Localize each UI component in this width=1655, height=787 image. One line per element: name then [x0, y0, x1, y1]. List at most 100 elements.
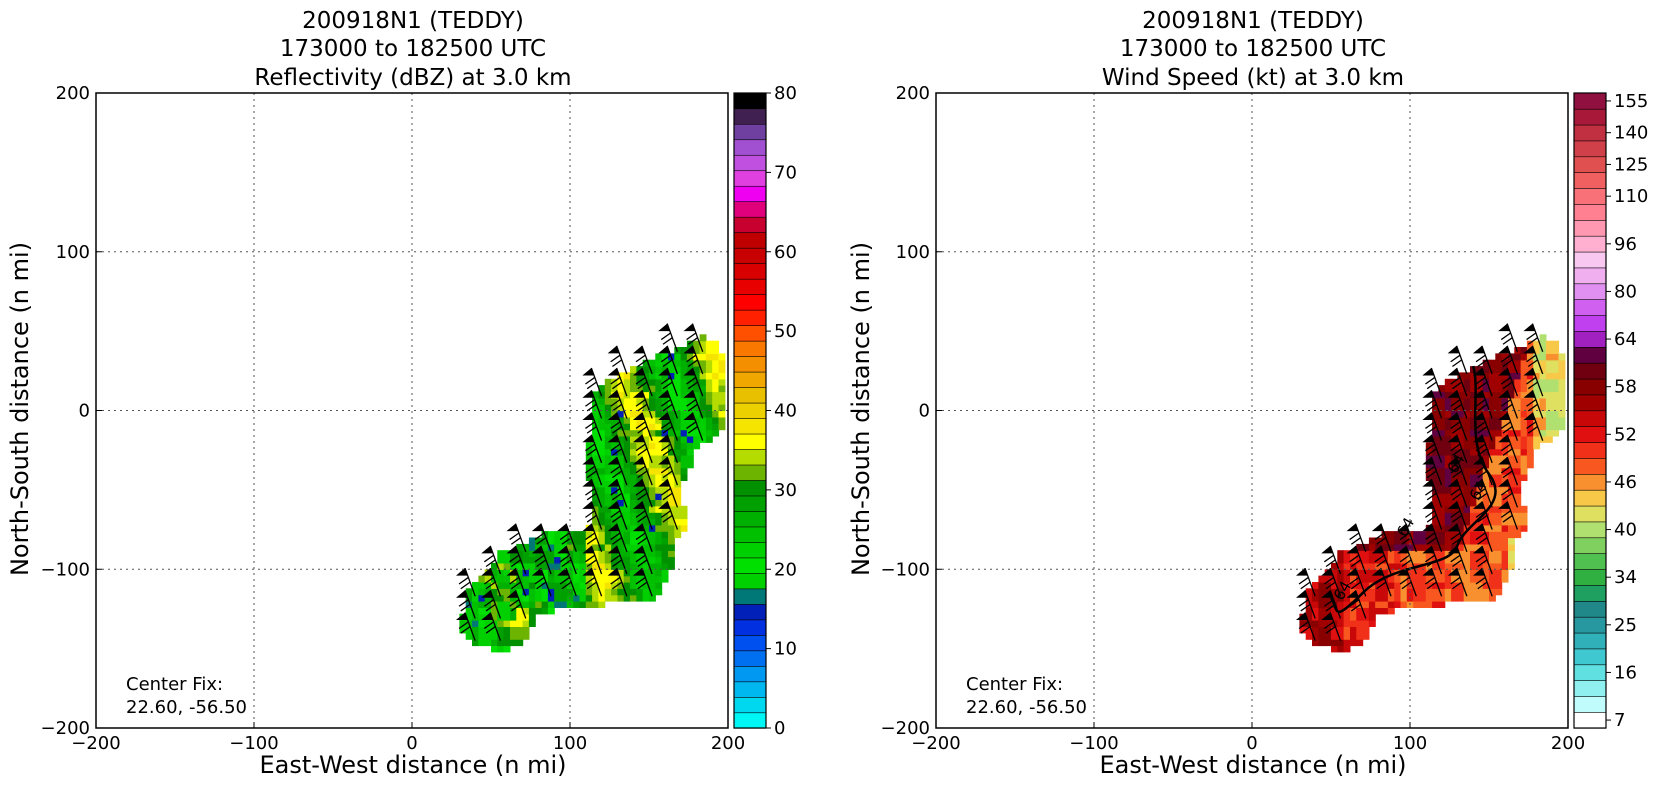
data-cell — [1413, 575, 1421, 583]
wind-barb — [1472, 345, 1493, 375]
data-cell — [1508, 480, 1515, 488]
data-cell — [1533, 347, 1541, 354]
colorbar-segment — [733, 681, 767, 698]
data-cell — [1463, 448, 1471, 456]
data-cell — [680, 461, 688, 469]
data-cell — [655, 423, 663, 431]
data-cell — [1432, 429, 1439, 437]
colorbar-segment — [733, 464, 767, 481]
data-cell — [1438, 429, 1446, 437]
data-cell — [1533, 359, 1541, 367]
data-cell — [1337, 575, 1345, 583]
data-cell — [1470, 562, 1477, 570]
data-cell — [1312, 594, 1319, 602]
colorbar-segment — [1573, 680, 1607, 697]
data-cell — [1495, 378, 1503, 386]
data-cell — [472, 582, 479, 589]
data-cell — [491, 645, 498, 653]
data-cell — [491, 582, 498, 589]
data-cell — [1457, 404, 1465, 412]
data-cell — [686, 423, 694, 431]
data-cell — [668, 372, 675, 380]
data-cell — [617, 537, 625, 545]
data-cell — [1508, 372, 1515, 380]
data-cell — [1463, 480, 1471, 488]
data-cell — [655, 588, 663, 596]
colorbar-tick-label: 155 — [1614, 91, 1648, 112]
data-cell — [668, 435, 675, 443]
wind-barb — [1346, 523, 1367, 553]
colorbar-tick-label: 25 — [1614, 615, 1637, 636]
data-cell — [1432, 499, 1439, 507]
wind-barb — [1523, 345, 1544, 375]
data-cell — [1508, 410, 1515, 418]
data-cell — [1514, 505, 1522, 513]
center-fix-label: Center Fix: — [966, 674, 1063, 695]
data-cell — [674, 505, 682, 513]
windspeed-panel: 200918N1 (TEDDY) 173000 to 182500 UTC Wi… — [847, 8, 1648, 779]
data-cell — [712, 340, 720, 348]
data-cell — [1394, 588, 1402, 596]
data-cell — [642, 366, 650, 373]
data-cell — [1545, 423, 1553, 431]
data-cell — [1539, 423, 1547, 431]
data-cell — [649, 480, 656, 488]
data-cell — [1508, 562, 1515, 570]
wind-barb — [1472, 501, 1493, 530]
data-cell — [642, 518, 650, 526]
data-cell — [1520, 359, 1528, 367]
data-cell — [1545, 347, 1553, 354]
data-cell — [547, 556, 555, 564]
data-cell — [649, 378, 656, 386]
data-cell — [1356, 569, 1364, 577]
data-cell — [1350, 562, 1357, 570]
wind-barb — [1523, 390, 1544, 419]
data-cell — [1425, 537, 1433, 545]
colorbar-segment — [1573, 283, 1607, 300]
data-cell — [598, 442, 606, 450]
data-cell — [484, 607, 492, 615]
colorbar-segment — [733, 154, 767, 172]
data-cell — [585, 467, 593, 475]
wind-barb — [1498, 345, 1519, 375]
data-cell — [611, 454, 618, 462]
data-cell — [604, 442, 612, 450]
data-cell — [573, 582, 581, 589]
wind-barb — [1447, 390, 1468, 419]
data-cell — [1444, 385, 1452, 393]
data-cell — [1318, 620, 1326, 627]
data-cell — [1432, 480, 1439, 488]
data-cell — [1350, 601, 1357, 608]
data-cell — [478, 620, 486, 627]
data-cell — [497, 575, 505, 583]
data-cell — [1451, 550, 1458, 558]
data-cell — [592, 518, 599, 526]
wind-barb — [1498, 478, 1519, 508]
data-cell — [617, 493, 625, 500]
wind-barb — [1447, 478, 1468, 508]
data-cell — [1425, 454, 1433, 462]
data-cell — [718, 353, 726, 361]
data-cell — [1457, 537, 1465, 545]
data-cell — [1520, 524, 1528, 532]
data-cell — [649, 505, 656, 513]
data-cell — [1495, 582, 1503, 589]
data-cell — [1495, 505, 1503, 513]
data-cell — [510, 613, 517, 621]
data-cell — [1312, 582, 1319, 589]
data-cell — [1337, 569, 1345, 577]
data-cell — [484, 588, 492, 596]
data-cell — [1451, 588, 1458, 596]
data-cell — [630, 594, 637, 602]
data-cell — [1558, 366, 1566, 373]
wind-barb — [1523, 367, 1544, 397]
data-cell — [598, 474, 606, 481]
data-cell — [1451, 505, 1458, 513]
data-cell — [705, 353, 713, 361]
wind-barb — [1422, 523, 1443, 553]
data-cell — [1425, 461, 1433, 469]
data-cell — [1318, 632, 1326, 640]
data-cell — [1362, 632, 1370, 640]
data-cell — [655, 385, 663, 393]
data-cell — [1495, 556, 1503, 564]
